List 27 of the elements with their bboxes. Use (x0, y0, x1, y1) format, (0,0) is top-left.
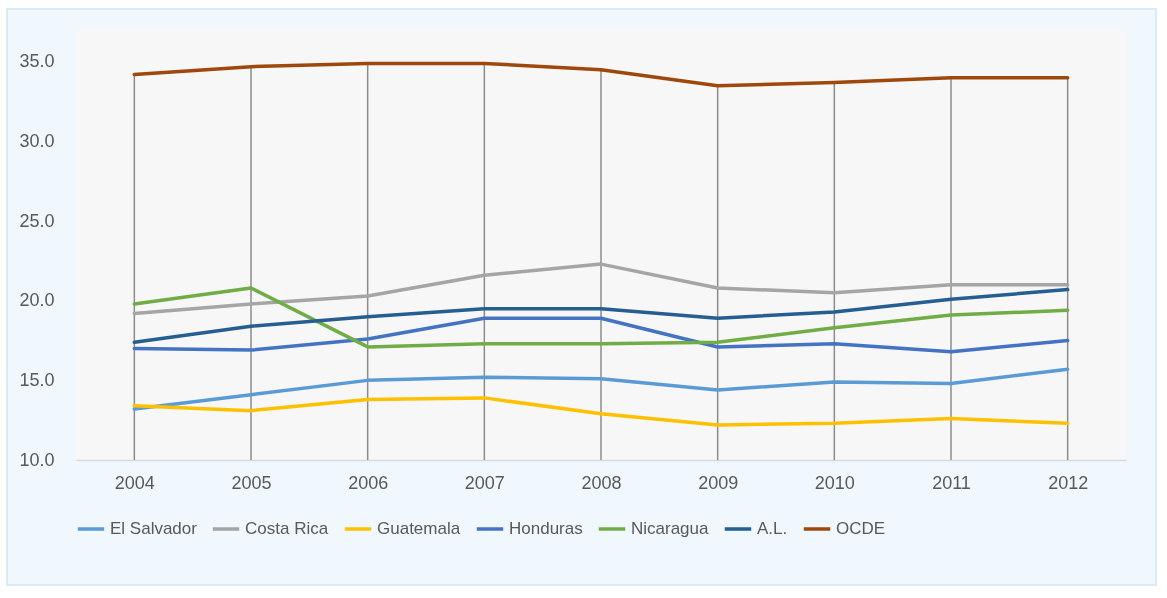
y-tick-label: 15.0 (19, 369, 55, 390)
line-series (132, 396, 1070, 427)
line-series (132, 316, 1070, 354)
x-tick-label: 2010 (814, 472, 855, 493)
legend-label: A.L. (757, 519, 788, 538)
x-tick-label: 2012 (1048, 472, 1089, 493)
legend-label: OCDE (836, 519, 886, 538)
legend-label: Guatemala (377, 519, 461, 538)
x-tick-label: 2007 (464, 472, 505, 493)
line-series (132, 367, 1070, 411)
y-tick-label: 25.0 (19, 210, 55, 231)
y-tick-label: 10.0 (19, 449, 55, 470)
x-tick-label: 2006 (348, 472, 389, 493)
legend-label: Costa Rica (245, 519, 329, 538)
legend-label: El Salvador (110, 519, 198, 538)
x-tick-label: 2008 (581, 472, 622, 493)
legend-label: Honduras (509, 519, 583, 538)
line-series (132, 61, 1070, 88)
x-tick-label: 2005 (231, 472, 272, 493)
y-tick-label: 35.0 (19, 51, 55, 72)
y-tick-label: 30.0 (19, 130, 55, 151)
y-tick-label: 20.0 (19, 290, 55, 311)
x-tick-label: 2004 (114, 472, 155, 493)
x-tick-label: 2011 (932, 472, 971, 493)
legend-label: Nicaragua (631, 519, 710, 538)
line-series (132, 262, 1070, 316)
x-tick-label: 2009 (698, 472, 739, 493)
